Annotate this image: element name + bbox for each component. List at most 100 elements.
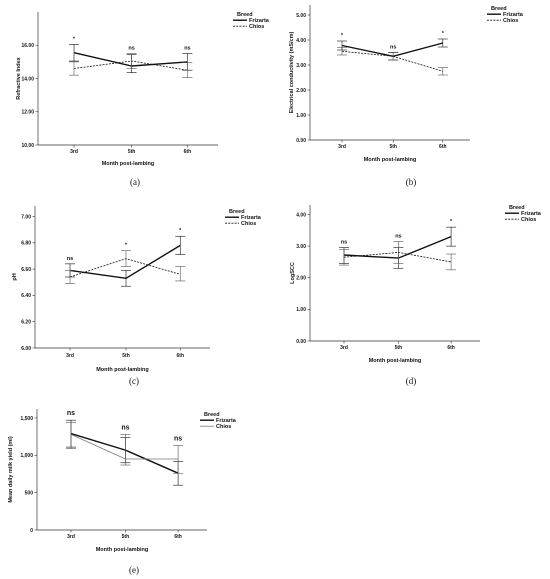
x-tick-label: 6th <box>184 149 192 155</box>
chart-panel-b: 0.00 1.00 2.00 3.00 4.00 5.00 3rd * 5th ns 6th * Mon… <box>275 0 550 200</box>
y-axis-label: LogSCC <box>290 262 296 284</box>
y-tick-label: 16.00 <box>21 43 34 49</box>
y-tick-label: 1,000 <box>20 453 33 459</box>
significance-label: ns <box>67 256 73 262</box>
y-tick-label: 3.00 <box>296 63 306 69</box>
significance-label: * <box>341 33 344 39</box>
legend-title: Breed <box>204 412 220 418</box>
significance-label: ns <box>390 45 396 51</box>
chart-panel-e: 0 500 1,000 1,500 3rd ns 5th ns 6th ns Month post-… <box>0 395 275 579</box>
x-tick-label: 6th <box>447 345 455 351</box>
y-tick-label: 2.00 <box>296 276 306 282</box>
y-tick-label: 4.00 <box>296 212 306 218</box>
caption-b: (b) <box>405 177 417 187</box>
chart-e-svg: 0 500 1,000 1,500 3rd ns 5th ns 6th ns Month post-… <box>8 409 237 553</box>
y-tick-label: 3.00 <box>296 244 306 250</box>
chart-panel-c: 6.00 6.20 6.40 6.60 6.80 7.00 3rd ns 5th * 6th * Mon… <box>0 200 275 395</box>
x-tick-label: 5th <box>389 144 397 150</box>
y-axis-label: pH <box>12 273 18 280</box>
significance-label: * <box>450 219 453 225</box>
caption-a: (a) <box>130 177 140 187</box>
series-line-frizarta <box>343 235 452 259</box>
legend-title: Breed <box>491 6 507 12</box>
y-tick-label: 7.00 <box>21 214 31 220</box>
x-axis-label: Month post-lambing <box>102 161 155 167</box>
legend-label-chios: Chios <box>249 24 264 30</box>
y-axis-label: Refractive Index <box>16 56 22 99</box>
legend-label-chios: Chios <box>521 217 536 223</box>
x-tick-label: 5th <box>395 345 403 351</box>
x-axis-label: Month post-lambing <box>96 547 149 553</box>
significance-label: ns <box>174 436 182 443</box>
y-tick-label: 14.00 <box>21 76 34 82</box>
chart-a-svg: 10.00 12.00 14.00 16.00 3rd * 5th ns 6th ns Month … <box>16 12 270 167</box>
series-line-frizarta <box>73 52 188 67</box>
y-tick-label: 0.00 <box>296 138 306 144</box>
significance-label: ns <box>128 46 134 52</box>
x-tick-label: 6th <box>174 534 182 540</box>
significance-label: ns <box>67 410 75 417</box>
legend-label-frizarta: Frizarta <box>216 418 237 424</box>
x-tick-label: 3rd <box>70 149 78 155</box>
significance-label: * <box>179 228 182 234</box>
y-tick-label: 500 <box>25 490 34 496</box>
legend-title: Breed <box>237 12 253 18</box>
x-tick-label: 3rd <box>338 144 346 150</box>
chart-panel-d: 0.00 1.00 2.00 3.00 4.00 3rd ns 5th ns 6th * Month … <box>275 200 550 395</box>
series-line-frizarta <box>70 432 179 474</box>
legend-label-chios: Chios <box>216 424 231 430</box>
x-tick-label: 3rd <box>66 353 74 359</box>
series-line-chios <box>69 258 181 278</box>
series-line-chios <box>341 50 443 72</box>
y-tick-label: 0 <box>30 528 33 534</box>
legend-label-frizarta: Frizarta <box>249 18 270 24</box>
y-tick-label: 0.00 <box>296 339 306 345</box>
x-tick-label: 5th <box>122 353 130 359</box>
significance-label: * <box>125 243 128 249</box>
legend-label-frizarta: Frizarta <box>503 12 524 18</box>
y-tick-label: 1,500 <box>20 416 33 422</box>
chart-panel-a: 10.00 12.00 14.00 16.00 3rd * 5th ns 6th ns Month … <box>0 0 275 200</box>
y-tick-label: 6.60 <box>21 267 31 273</box>
y-tick-label: 4.00 <box>296 38 306 44</box>
chart-d-svg: 0.00 1.00 2.00 3.00 4.00 3rd ns 5th ns 6th * Month … <box>290 205 542 364</box>
x-tick-label: 6th <box>439 144 447 150</box>
x-tick-label: 6th <box>177 353 185 359</box>
x-axis-label: Month post-lambing <box>364 157 417 163</box>
x-tick-label: 3rd <box>340 345 348 351</box>
x-axis-label: Month post-lambing <box>369 358 422 364</box>
significance-label: ns <box>184 46 190 52</box>
legend-label-chios: Chios <box>503 18 518 24</box>
y-tick-label: 6.00 <box>21 346 31 352</box>
x-tick-label: 3rd <box>67 534 75 540</box>
chart-b-svg: 0.00 1.00 2.00 3.00 4.00 5.00 3rd * 5th ns 6th * Mon… <box>289 5 524 163</box>
y-axis-label: Mean daily milk yield (ml) <box>8 436 14 502</box>
y-tick-label: 1.00 <box>296 307 306 313</box>
legend-label-chios: Chios <box>241 221 256 227</box>
chart-c-svg: 6.00 6.20 6.40 6.60 6.80 7.00 3rd ns 5th * 6th * Mon… <box>12 206 262 373</box>
y-tick-label: 6.40 <box>21 293 31 299</box>
significance-label: ns <box>121 424 129 431</box>
legend-title: Breed <box>229 209 245 215</box>
legend-title: Breed <box>509 205 525 211</box>
y-tick-label: 10.00 <box>21 143 34 149</box>
significance-label: ns <box>341 240 347 246</box>
y-tick-label: 5.00 <box>296 13 306 19</box>
significance-label: * <box>73 36 76 42</box>
legend-label-frizarta: Frizarta <box>241 215 262 221</box>
y-axis-label: Electrical conductivity (mS/cm) <box>289 32 295 114</box>
x-tick-label: 5th <box>128 149 136 155</box>
significance-label: ns <box>395 233 401 239</box>
y-tick-label: 12.00 <box>21 110 34 116</box>
caption-e: (e) <box>129 565 139 575</box>
x-tick-label: 5th <box>122 534 130 540</box>
y-tick-label: 1.00 <box>296 113 306 119</box>
legend-label-frizarta: Frizarta <box>521 211 542 217</box>
series-line-frizarta <box>69 244 181 280</box>
y-tick-label: 6.20 <box>21 320 31 326</box>
y-tick-label: 2.00 <box>296 88 306 94</box>
x-axis-label: Month post-lambing <box>96 367 149 373</box>
significance-label: * <box>442 31 445 37</box>
series-line-chios <box>343 251 452 263</box>
caption-c: (c) <box>129 376 139 386</box>
